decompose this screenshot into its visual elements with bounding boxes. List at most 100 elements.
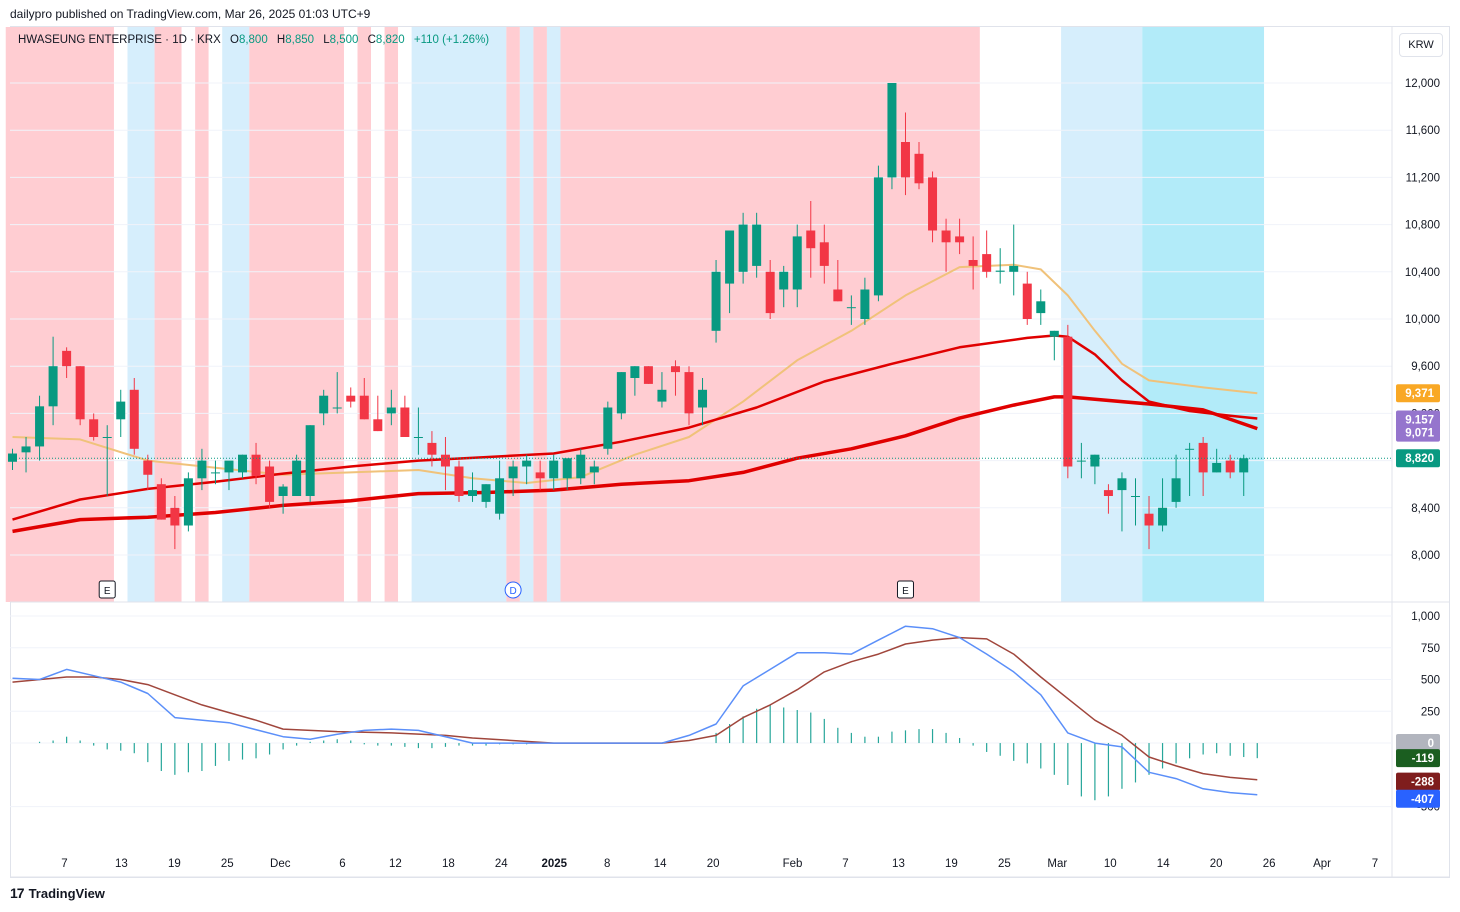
low-value: 8,500 [329, 34, 359, 46]
candle-body [468, 490, 478, 496]
price-tick-label: 11,600 [1406, 125, 1440, 137]
brand-name: TradingView [28, 885, 105, 901]
zone-red [384, 27, 399, 602]
ema-60-tag-label: 9,157 [1405, 414, 1434, 426]
candle-body [819, 242, 829, 266]
earnings-marker-label: E [104, 586, 111, 597]
time-axis: 7 13 19 25 Dec 6 12 18 24 2025 8 14 20 Feb 7 13 19 25 Mar 1… [61, 858, 1378, 870]
candle-body [982, 254, 992, 272]
candle-body [75, 366, 85, 420]
close-value: 8,820 [375, 34, 405, 46]
zone-blue [222, 27, 250, 602]
time-tick-label: 8 [604, 858, 610, 870]
candle-body [1212, 462, 1222, 473]
zone-red [506, 27, 520, 602]
time-tick-label: 20 [1210, 858, 1223, 870]
price-tick-label: 9,600 [1411, 361, 1440, 373]
close-label: C [367, 34, 376, 46]
candle-body [413, 437, 423, 438]
zone-white [371, 27, 385, 602]
candle-body [440, 454, 450, 467]
candle-body [549, 460, 559, 479]
zone-blue [411, 27, 507, 602]
last-price-tag-label: 8,820 [1405, 453, 1434, 465]
time-tick-label: 14 [1157, 858, 1170, 870]
time-tick-label: Feb [783, 858, 803, 870]
macd-signal-tag-label: -288 [1411, 777, 1435, 789]
earnings-marker [98, 580, 116, 599]
candle-body [102, 437, 112, 438]
price-tick-label: 12,000 [1405, 78, 1440, 90]
zone-white [181, 27, 196, 602]
time-tick-label: 10 [1104, 858, 1117, 870]
time-tick-label: Mar [1047, 858, 1067, 870]
macd-signal-tag [1396, 772, 1440, 791]
candle-body [386, 407, 396, 414]
macd-tick-label: 750 [1421, 643, 1440, 655]
publisher-line: dailypro published on TradingView.com, M… [10, 7, 371, 21]
zone-white [979, 27, 1062, 602]
time-tick-label: 7 [1372, 858, 1378, 870]
currency-button[interactable]: KRW [1399, 33, 1443, 57]
candle-body [603, 407, 613, 449]
candle-body [210, 472, 220, 474]
candle-body [1090, 454, 1100, 467]
candle-body [495, 478, 505, 514]
candle-body [1185, 448, 1195, 450]
time-tick-label: Dec [270, 858, 291, 870]
candle-body [1171, 478, 1181, 502]
time-tick-label: 25 [998, 858, 1011, 870]
candle-body [332, 407, 342, 409]
candle-body [508, 466, 518, 479]
price-tick-label: 8,400 [1411, 503, 1440, 515]
zone-red [357, 27, 372, 602]
candle-body [143, 460, 153, 475]
change-value: +110 (+1.26%) [413, 34, 490, 46]
ema-20-tag [1396, 384, 1440, 403]
low-label: L [323, 34, 330, 46]
time-tick-label: Apr [1313, 858, 1331, 870]
candle-body [1103, 490, 1113, 496]
zone-red [249, 27, 344, 602]
candle-body [955, 236, 965, 243]
candle-body [779, 271, 789, 290]
candle-body [251, 454, 261, 476]
candle-body [643, 366, 653, 384]
candle-body [738, 224, 748, 272]
candle-body [914, 153, 924, 184]
time-tick-label: 24 [495, 858, 508, 870]
candle-body [589, 466, 599, 473]
candlesticks [8, 83, 1392, 550]
time-tick-label: 19 [168, 858, 181, 870]
high-value: 8,850 [285, 34, 315, 46]
macd-zero-tag-label: 0 [1428, 738, 1434, 750]
candle-body [1144, 513, 1154, 526]
candle-body [1130, 496, 1140, 497]
price-tags: 9,371 9,157 9,071 8,820 0 -119 -288 -407 [1396, 384, 1440, 808]
candle-body [711, 271, 721, 331]
macd-line-tag [1396, 789, 1440, 808]
time-tick-label: 20 [707, 858, 720, 870]
price-tick-label: 10,400 [1405, 267, 1440, 279]
candle-body [900, 142, 910, 178]
candle-body [21, 446, 31, 453]
tradingview-footer[interactable]: 17 TradingView [10, 885, 105, 901]
candle-body [522, 460, 532, 467]
candle-body [8, 453, 17, 462]
zone-red [195, 27, 209, 602]
macd-line [12, 625, 1258, 796]
candle-body [1036, 301, 1046, 314]
open-label: O [229, 34, 239, 46]
time-tick-label: 7 [842, 858, 848, 870]
time-tick-label: 25 [221, 858, 234, 870]
macd-hist-tag [1396, 749, 1440, 768]
candle-body [1076, 460, 1086, 462]
dividend-marker [504, 581, 522, 599]
candle-body [454, 466, 464, 496]
candle-body [1198, 442, 1208, 473]
zone-white [343, 27, 358, 602]
candle-body [860, 289, 870, 319]
time-tick-label: 19 [945, 858, 958, 870]
price-tick-label: 8,000 [1411, 550, 1440, 562]
